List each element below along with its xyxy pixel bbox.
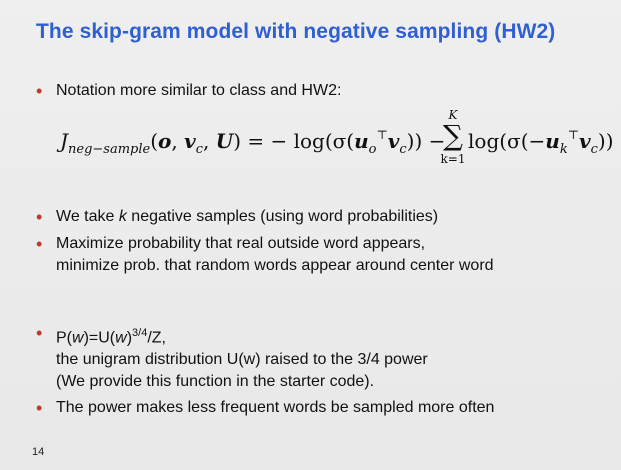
bullet-dot-icon: • [36, 81, 43, 101]
slide-title: The skip-gram model with negative sampli… [36, 20, 556, 43]
bullet-dot-icon: • [36, 234, 43, 254]
objective-formula: Jneg−sample(o, vc, U) = − log(σ(uo⊤vc)) … [60, 108, 614, 184]
bullet-dot-icon: • [36, 323, 43, 343]
formula-lhs: Jneg−sample(o, vc, U) = − log(σ(uo⊤vc)) … [60, 128, 446, 157]
bullet-text: Notation more similar to class and HW2: [56, 82, 342, 99]
bullet-text: Maximize probability that real outside w… [56, 235, 494, 274]
bullet-power: • The power makes less frequent words be… [36, 397, 494, 419]
formula-rhs: log(σ(−uk⊤vc)) [468, 128, 614, 157]
bullet-notation: • Notation more similar to class and HW2… [36, 80, 341, 102]
bullet-text: The power makes less frequent words be s… [56, 399, 495, 416]
bullet-maximize: • Maximize probability that real outside… [36, 233, 494, 277]
formula-sum: K ∑ k=1 [440, 108, 466, 166]
bullet-text: P(w)=U(w)3/4/Z, the unigram distribution… [56, 327, 428, 391]
bullet-dot-icon: • [36, 398, 43, 418]
bullet-text: We take k negative samples (using word p… [56, 208, 439, 225]
bullet-negative-samples: • We take k negative samples (using word… [36, 206, 438, 228]
page-number: 14 [32, 446, 45, 458]
bullet-dot-icon: • [36, 207, 43, 227]
bullet-unigram: • P(w)=U(w)3/4/Z, the unigram distributi… [36, 322, 428, 393]
